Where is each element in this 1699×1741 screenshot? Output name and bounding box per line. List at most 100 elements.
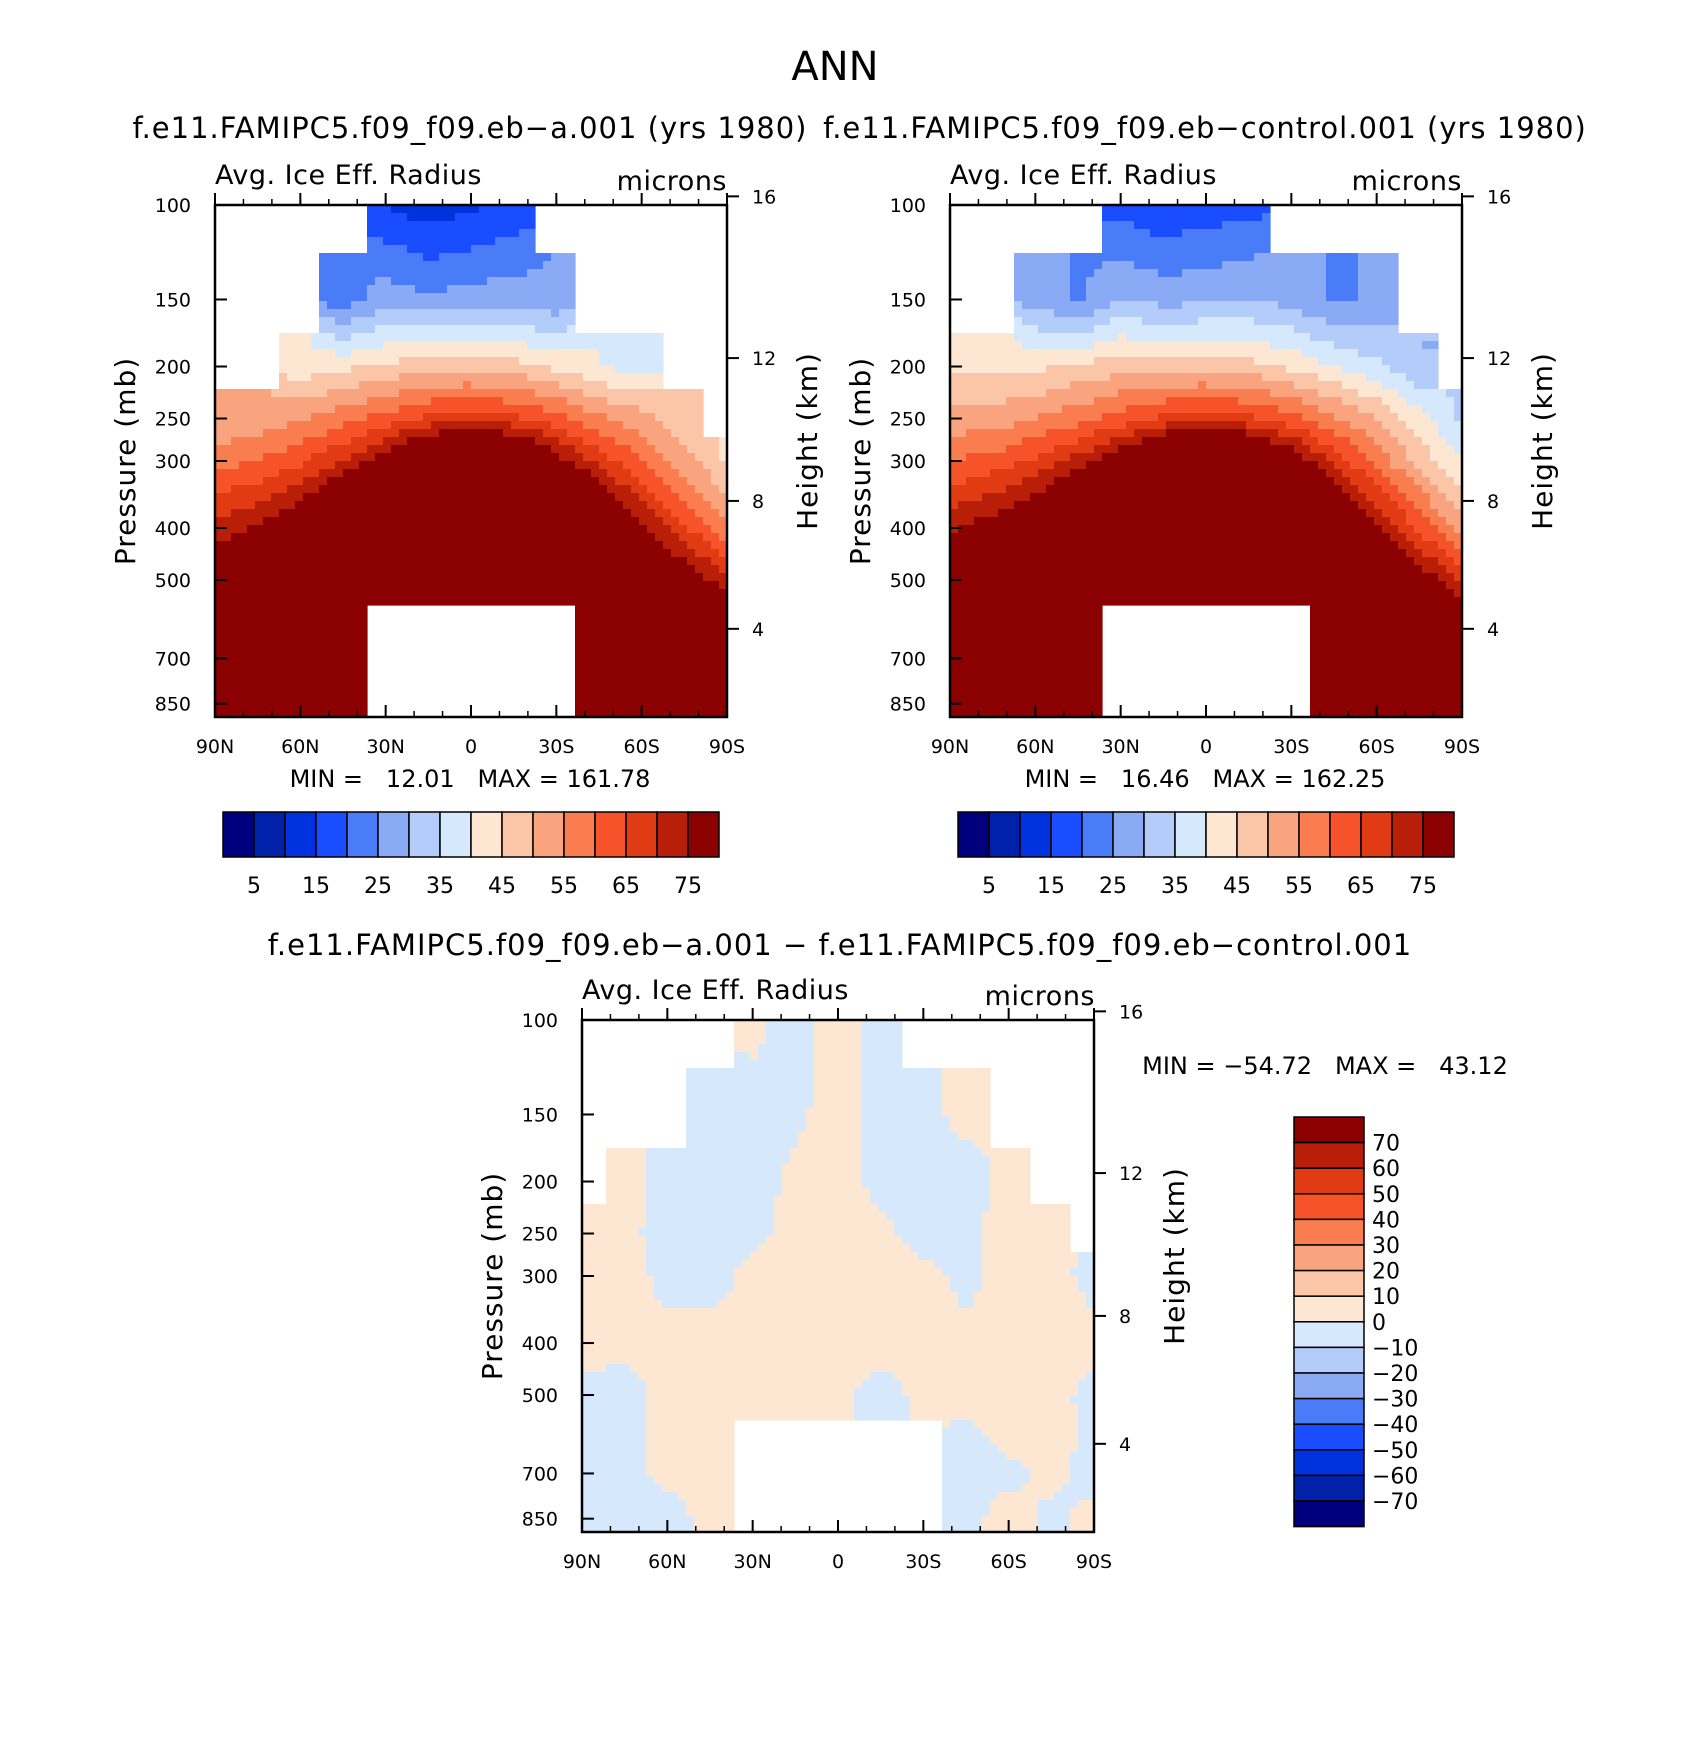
heatmap-cell bbox=[319, 381, 328, 390]
heatmap-cell bbox=[503, 493, 512, 502]
heatmap-cell bbox=[319, 565, 328, 574]
heatmap-cell bbox=[479, 573, 488, 582]
heatmap-cell bbox=[1150, 245, 1159, 254]
heatmap-cell bbox=[319, 333, 328, 342]
heatmap-cell bbox=[1254, 397, 1263, 406]
heatmap-cell bbox=[407, 477, 416, 486]
heatmap-cell bbox=[1102, 277, 1111, 286]
heatmap-cell bbox=[271, 557, 280, 566]
heatmap-cell bbox=[359, 405, 368, 414]
heatmap-cell bbox=[351, 661, 360, 670]
heatmap-cell bbox=[1086, 421, 1095, 430]
heatmap-cell bbox=[439, 541, 448, 550]
heatmap-cell bbox=[1158, 229, 1167, 238]
heatmap-cell bbox=[1086, 445, 1095, 454]
heatmap-cell bbox=[311, 421, 320, 430]
heatmap-cell bbox=[303, 469, 312, 478]
heatmap-cell bbox=[335, 485, 344, 494]
heatmap-cell bbox=[679, 413, 688, 422]
heatmap-cell bbox=[1158, 469, 1167, 478]
heatmap-cell bbox=[687, 469, 696, 478]
heatmap-cell bbox=[575, 357, 584, 366]
heatmap-cell bbox=[415, 333, 424, 342]
heatmap-cell bbox=[1382, 357, 1391, 366]
heatmap-cell bbox=[463, 557, 472, 566]
heatmap-cell bbox=[1246, 245, 1255, 254]
heatmap-cell bbox=[1182, 381, 1191, 390]
heatmap-cell bbox=[407, 405, 416, 414]
heatmap-cell bbox=[223, 581, 232, 590]
heatmap-cell bbox=[679, 517, 688, 526]
heatmap-cell bbox=[327, 437, 336, 446]
heatmap-cell bbox=[543, 429, 552, 438]
heatmap-cell bbox=[607, 637, 616, 646]
heatmap-cell bbox=[431, 293, 440, 302]
heatmap-cell bbox=[543, 317, 552, 326]
heatmap-cell bbox=[1246, 373, 1255, 382]
heatmap-cell bbox=[519, 357, 528, 366]
heatmap-cell bbox=[247, 637, 256, 646]
heatmap-cell bbox=[255, 685, 264, 694]
heatmap-cell bbox=[1246, 413, 1255, 422]
heatmap-cell bbox=[455, 277, 464, 286]
heatmap-cell bbox=[279, 373, 288, 382]
heatmap-cell bbox=[1182, 437, 1191, 446]
heatmap-cell bbox=[1206, 437, 1215, 446]
heatmap-cell bbox=[1254, 205, 1263, 214]
heatmap-cell bbox=[415, 277, 424, 286]
heatmap-cell bbox=[319, 613, 328, 622]
heatmap-cell bbox=[1214, 237, 1223, 246]
heatmap-cell bbox=[439, 277, 448, 286]
heatmap-cell bbox=[1286, 397, 1295, 406]
heatmap-cell bbox=[1198, 245, 1207, 254]
heatmap-cell bbox=[1302, 429, 1311, 438]
heatmap-cell bbox=[487, 237, 496, 246]
heatmap-cell bbox=[1310, 309, 1319, 318]
heatmap-cell bbox=[1198, 389, 1207, 398]
heatmap-cell bbox=[1374, 349, 1383, 358]
heatmap-cell bbox=[966, 341, 975, 350]
heatmap-cell bbox=[671, 509, 680, 518]
heatmap-cell bbox=[231, 429, 240, 438]
heatmap-cell bbox=[271, 389, 280, 398]
heatmap-cell bbox=[567, 501, 576, 510]
heatmap-cell bbox=[423, 317, 432, 326]
heatmap-cell bbox=[487, 381, 496, 390]
heatmap-cell bbox=[1078, 349, 1087, 358]
heatmap-cell bbox=[583, 597, 592, 606]
heatmap-cell bbox=[503, 509, 512, 518]
heatmap-cell bbox=[1126, 365, 1135, 374]
heatmap-cell bbox=[567, 285, 576, 294]
heatmap-cell bbox=[423, 501, 432, 510]
heatmap-cell bbox=[479, 333, 488, 342]
heatmap-cell bbox=[1142, 325, 1151, 334]
heatmap-cell bbox=[958, 389, 967, 398]
heatmap-cell bbox=[575, 405, 584, 414]
heatmap-cell bbox=[247, 661, 256, 670]
heatmap-cell bbox=[1366, 389, 1375, 398]
heatmap-cell bbox=[1174, 205, 1183, 214]
heatmap-cell bbox=[1366, 365, 1375, 374]
heatmap-cell bbox=[1222, 381, 1231, 390]
heatmap-cell bbox=[1302, 437, 1311, 446]
heatmap-cell bbox=[295, 565, 304, 574]
heatmap-cell bbox=[319, 677, 328, 686]
heatmap-cell bbox=[1030, 261, 1039, 270]
heatmap-cell bbox=[359, 541, 368, 550]
heatmap-cell bbox=[575, 413, 584, 422]
heatmap-cell bbox=[295, 485, 304, 494]
heatmap-cell bbox=[1118, 341, 1127, 350]
heatmap-cell bbox=[535, 445, 544, 454]
heatmap-cell bbox=[1342, 421, 1351, 430]
heatmap-cell bbox=[495, 397, 504, 406]
heatmap-cell bbox=[1214, 437, 1223, 446]
heatmap-cell bbox=[623, 437, 632, 446]
heatmap-cell bbox=[1150, 237, 1159, 246]
heatmap-cell bbox=[583, 421, 592, 430]
panel-a-units: microns bbox=[617, 166, 727, 197]
heatmap-cell bbox=[447, 301, 456, 310]
heatmap-cell bbox=[1374, 445, 1383, 454]
heatmap-cell bbox=[1262, 237, 1271, 246]
heatmap-cell bbox=[543, 565, 552, 574]
heatmap-cell bbox=[1062, 453, 1071, 462]
